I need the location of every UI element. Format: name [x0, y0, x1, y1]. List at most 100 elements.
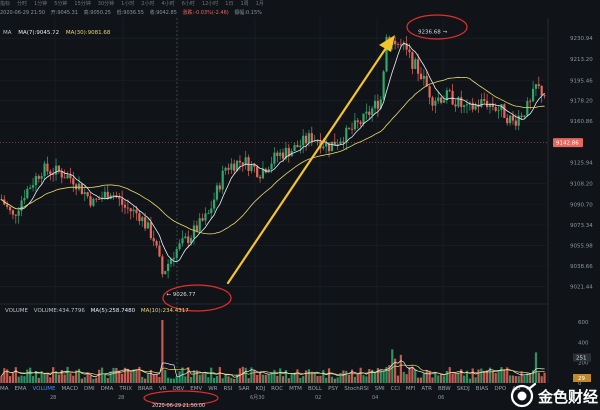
candle-body [299, 145, 302, 148]
indicator-tab-ma[interactable]: MA [0, 386, 9, 392]
candle-body [531, 88, 535, 102]
indicator-tab-kdj[interactable]: KDJ [255, 386, 266, 392]
candle-body [215, 185, 219, 200]
ma-legend-label[interactable]: MA [3, 30, 12, 36]
indicator-tab-mtm[interactable]: MTM [289, 386, 302, 392]
indicator-tab-atr[interactable]: ATR [421, 386, 432, 392]
timeframe-item-8[interactable]: 4小时 [161, 1, 175, 7]
timeframe-item-13[interactable]: 1月 [255, 1, 264, 7]
volume-bar [537, 372, 540, 383]
candle-body [529, 100, 532, 102]
candle-body [253, 164, 256, 167]
timeframe-item-3[interactable]: 5分钟 [54, 1, 68, 7]
candle-body [273, 152, 276, 164]
indicator-tab-emv[interactable]: EMV [190, 386, 203, 392]
volume-legend-label[interactable]: VOLUME [5, 308, 29, 314]
price-tick-label: 9021.44 [570, 284, 593, 290]
indicator-tab-wr[interactable]: WR [208, 386, 218, 392]
volume-bar [132, 369, 135, 383]
chart-grid [0, 18, 600, 383]
timeframe-item-1[interactable]: 分时 [17, 1, 28, 7]
indicator-tab-obv[interactable]: OBV [172, 386, 185, 392]
candle-body [221, 170, 224, 190]
candle-body [434, 100, 437, 106]
volume-bar [368, 369, 371, 383]
volume-bar [327, 368, 331, 383]
indicator-tab-rsi[interactable]: RSI [223, 386, 233, 392]
volume-bar [508, 375, 512, 383]
volume-bar [391, 349, 394, 383]
volume-bar [181, 367, 184, 383]
timeframe-item-6[interactable]: 1小时 [121, 1, 135, 7]
timeframe-item-10[interactable]: 12小时 [201, 1, 219, 7]
indicator-tab-vr[interactable]: VR [158, 386, 167, 392]
indicator-tab-dmi[interactable]: DMI [84, 386, 95, 392]
timeframe-item-2[interactable]: 1分钟 [34, 1, 48, 7]
volume-bar [178, 371, 181, 383]
volume-bar [506, 367, 509, 383]
timeframe-item-9[interactable]: 6小时 [181, 1, 195, 7]
volume-bar [353, 376, 356, 383]
candle-body [523, 115, 526, 117]
indicator-tab-brar[interactable]: BRAR [137, 386, 153, 392]
timeframe-item-11[interactable]: 1日 [225, 1, 234, 7]
indicator-tab-dpo[interactable]: DPO [494, 386, 507, 392]
candle-body [129, 208, 132, 212]
candle-body [339, 141, 342, 144]
indicator-tab-trix[interactable]: TRIX [119, 386, 132, 392]
volume-bar [296, 369, 299, 383]
volume-ma5-line [1, 360, 545, 378]
indicator-tab-boll[interactable]: BOLL [307, 386, 323, 392]
indicator-tab-psy[interactable]: PSY [328, 386, 339, 392]
indicator-tab-sar[interactable]: SAR [238, 386, 250, 392]
volume-tick-label: 0 [578, 381, 582, 387]
volume-bar [365, 376, 368, 383]
candle-body [195, 225, 198, 232]
indicator-tab-dma[interactable]: DMA [100, 386, 114, 392]
volume-bar [356, 374, 359, 383]
indicator-tab-bbw[interactable]: BBW [437, 386, 451, 392]
volume-bar [167, 377, 170, 383]
indicator-tab-bias[interactable]: BIAS [475, 386, 489, 392]
candle-body [281, 152, 285, 159]
volume-bar [491, 371, 494, 383]
volume-bar [494, 372, 497, 383]
indicator-tab-macd[interactable]: MACD [61, 386, 79, 392]
indicator-tab-ema[interactable]: EMA [14, 386, 27, 392]
indicator-tab-mfi[interactable]: MFI [405, 386, 416, 392]
volume-bar [463, 375, 466, 383]
volume-bar [276, 375, 279, 383]
timeframe-item-5[interactable]: 30分钟 [97, 1, 115, 7]
candle-body [376, 100, 379, 109]
timeframe-item-12[interactable]: 1周 [240, 1, 249, 7]
volume-bar [307, 369, 311, 383]
indicator-tab-smi[interactable]: SMI [374, 386, 385, 392]
volume-bar [63, 374, 66, 383]
timeframe-item-4[interactable]: 15分钟 [74, 1, 91, 7]
info-low: 低:9036.55 [116, 10, 144, 16]
volume-bar [201, 374, 204, 383]
candle-body [371, 108, 374, 115]
logo-text: 金色财经 [537, 388, 598, 406]
indicator-tab-stochrsi[interactable]: StochRSI [344, 386, 369, 392]
indicator-tab-volume[interactable]: VOLUME [32, 386, 56, 392]
volume-bar [325, 377, 328, 383]
candle-body [57, 165, 61, 172]
candle-body [394, 40, 397, 45]
indicator-tab-roc[interactable]: ROC [271, 386, 284, 392]
candle-body [411, 52, 414, 69]
indicator-tab-skdj[interactable]: SKDJ [456, 386, 470, 392]
candle-body [43, 163, 46, 177]
volume-bar [146, 374, 150, 383]
volume-bar [52, 367, 55, 383]
timeframe-item-7[interactable]: 2小时 [141, 1, 155, 7]
timeframe-item-0[interactable]: 指标 [0, 1, 11, 7]
candle-body [310, 133, 313, 142]
indicator-tab-cci[interactable]: CCI [390, 386, 400, 392]
volume-bar [184, 376, 187, 383]
volume-bar [261, 374, 265, 383]
volume-bar [376, 368, 379, 383]
volume-bar [121, 373, 124, 383]
trend-arrow-head [379, 35, 395, 52]
